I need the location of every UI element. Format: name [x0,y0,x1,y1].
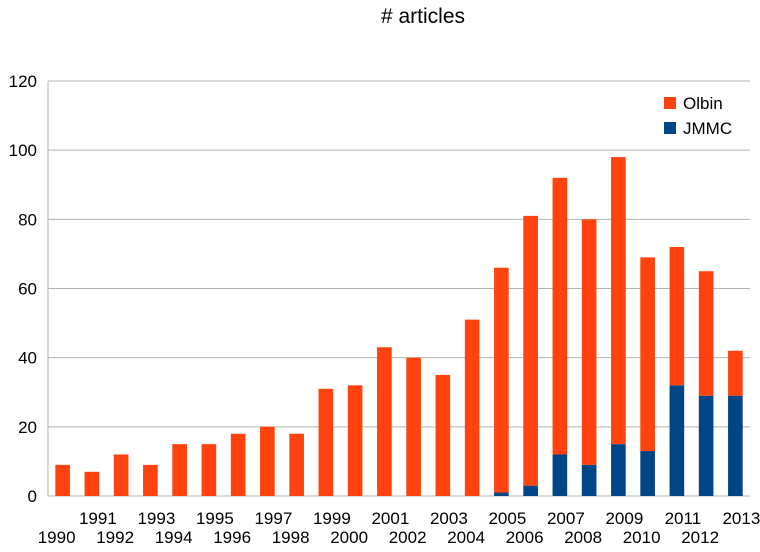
y-tick-label: 20 [18,418,37,437]
legend: Olbin JMMC [664,94,732,138]
bar-olbin-1991 [84,471,100,496]
bar-jmmc-2013 [728,395,743,496]
x-tick-label: 2004 [447,528,485,547]
bar-jmmc-2011 [669,385,685,496]
bar-jmmc-2010 [640,451,655,496]
x-tick-label: 1997 [254,509,292,528]
bar-jmmc-2012 [698,395,714,496]
y-tick-label: 100 [9,141,37,160]
x-tick-label: 1994 [155,528,193,547]
x-tick-label: 2003 [430,509,468,528]
bar-olbin-2004 [464,319,480,496]
bar-olbin-1994 [172,444,187,496]
legend-label-olbin: Olbin [683,94,723,113]
bar-jmmc-2005 [494,492,509,496]
legend-label-jmmc: JMMC [683,119,732,138]
bar-olbin-2009 [611,157,626,445]
y-tick-label: 120 [9,72,37,91]
chart-title: # articles [381,5,465,28]
bars [55,157,743,496]
bar-olbin-2007 [552,177,568,455]
bar-olbin-1997 [260,426,275,496]
bar-olbin-2005 [494,267,509,493]
bar-olbin-2012 [698,271,714,396]
y-tick-label: 40 [18,349,37,368]
y-tick-label: 0 [28,487,37,506]
bar-olbin-1990 [55,464,70,496]
bar-olbin-2010 [640,257,655,452]
bar-olbin-1996 [230,433,246,496]
y-tick-label: 60 [18,280,37,299]
bar-olbin-1998 [289,433,304,496]
bar-olbin-2000 [347,385,363,496]
bar-jmmc-2007 [552,454,568,496]
bar-jmmc-2008 [581,464,597,496]
legend-swatch-jmmc [664,122,676,134]
x-tick-label: 2013 [722,509,760,528]
x-tick-label: 2009 [605,509,643,528]
x-tick-label: 1998 [272,528,310,547]
bar-olbin-2006 [523,215,538,486]
x-tick-label: 2011 [665,509,702,528]
y-tick-label: 80 [18,210,37,229]
bar-olbin-2008 [581,219,597,465]
x-tick-label: 1993 [137,509,175,528]
bar-olbin-2001 [377,347,392,496]
x-axis-ticks: 1990199119921993199419951996199719981999… [38,509,760,547]
x-tick-label: 1992 [96,528,134,547]
y-axis-ticks: 0 20 40 60 80 100 120 [9,72,37,506]
x-tick-label: 2006 [506,528,544,547]
bar-olbin-2013 [728,350,743,396]
bar-olbin-2003 [435,374,451,496]
x-tick-label: 1990 [38,528,76,547]
x-tick-label: 2010 [623,528,661,547]
x-tick-label: 1999 [313,509,351,528]
x-tick-label: 2012 [681,528,719,547]
bar-olbin-1995 [201,444,217,496]
x-tick-label: 2008 [564,528,602,547]
legend-swatch-olbin [664,97,676,109]
x-tick-label: 2002 [389,528,427,547]
bar-olbin-2011 [669,247,685,386]
x-tick-label: 1991 [79,509,117,528]
x-tick-label: 2005 [488,509,526,528]
x-tick-label: 1996 [213,528,251,547]
x-tick-label: 2007 [547,509,585,528]
bar-jmmc-2009 [611,444,626,496]
bar-olbin-2002 [406,357,421,496]
x-tick-label: 1995 [196,509,234,528]
bar-olbin-1993 [143,464,158,496]
bar-jmmc-2006 [523,485,538,496]
x-tick-label: 2001 [371,509,409,528]
grid [47,80,750,497]
bar-olbin-1999 [318,388,334,496]
x-tick-label: 2000 [330,528,368,547]
bar-olbin-1992 [113,454,129,496]
